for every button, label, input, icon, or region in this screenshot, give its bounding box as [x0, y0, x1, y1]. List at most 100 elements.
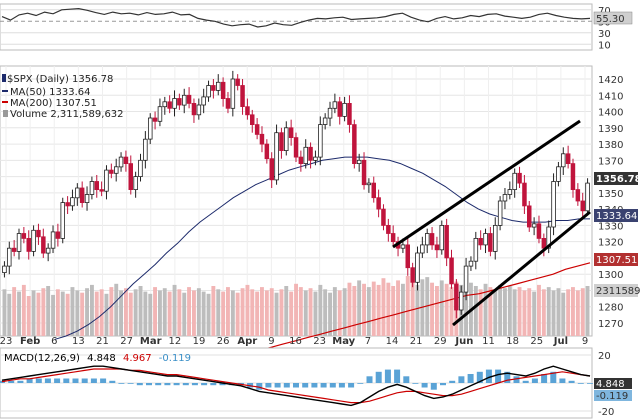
- rsi-line: [1, 7, 591, 28]
- macd-legend-macd: 4.848: [87, 353, 116, 364]
- volume-bar: [342, 288, 347, 336]
- candle: [99, 189, 104, 192]
- volume-bar: [478, 289, 483, 336]
- volume-bar: [226, 287, 230, 336]
- macd-histogram-bar: [302, 383, 309, 388]
- x-axis-label: 21: [410, 336, 423, 347]
- x-axis-label: 6: [51, 336, 57, 347]
- rsi-last-value: 55.30: [596, 14, 625, 25]
- macd-histogram-bar: [485, 369, 492, 383]
- candle: [497, 200, 503, 226]
- candle: [206, 85, 211, 98]
- macd-hist-last-box: -0.119: [596, 391, 628, 402]
- candle: [75, 187, 80, 199]
- candle: [478, 237, 483, 246]
- candle: [274, 132, 279, 181]
- volume-bar: [566, 289, 571, 336]
- ma200-value-box: 1307.51: [596, 255, 637, 266]
- volume-bar: [94, 291, 99, 336]
- volume-bar: [114, 283, 119, 336]
- candle: [259, 133, 265, 145]
- volume-bar: [255, 291, 260, 336]
- volume-bar: [51, 294, 55, 336]
- volume-bar: [308, 288, 313, 336]
- macd-histogram-bar: [430, 383, 437, 390]
- candle: [565, 153, 571, 165]
- x-axis-label: 23: [313, 336, 326, 347]
- volume-bar: [318, 284, 323, 336]
- candle: [415, 252, 420, 283]
- price-tick-label: 1410: [598, 91, 623, 102]
- macd-histogram-bar: [274, 383, 281, 388]
- candle: [303, 146, 308, 165]
- volume-bar: [206, 293, 211, 336]
- x-axis-label: 18: [506, 336, 519, 347]
- candle: [26, 237, 31, 252]
- macd-histogram-bar: [375, 371, 382, 383]
- x-axis-label: Apr: [237, 336, 257, 347]
- macd-histogram-bar: [559, 378, 566, 383]
- volume-bar: [449, 287, 454, 336]
- candle: [580, 200, 586, 212]
- volume-bar: [371, 281, 376, 336]
- candle: [492, 224, 498, 252]
- candle: [347, 103, 352, 125]
- candle: [162, 101, 167, 108]
- volume-bar: [12, 287, 17, 336]
- macd-histogram-bar: [587, 383, 593, 384]
- volume-bar: [289, 291, 294, 336]
- volume-bar: [119, 290, 123, 336]
- volume-bar: [405, 276, 410, 336]
- volume-bar: [264, 290, 269, 336]
- volume-bar: [201, 291, 206, 336]
- candle: [167, 101, 172, 109]
- candle: [123, 156, 129, 165]
- x-axis-label: 9: [582, 336, 588, 347]
- volume-bar: [124, 288, 128, 336]
- candle: [361, 159, 367, 186]
- candle: [89, 181, 95, 195]
- volume-bar: [425, 277, 430, 336]
- x-axis-label: 16: [289, 336, 302, 347]
- candle: [118, 156, 124, 168]
- macd-histogram-bar: [541, 374, 548, 383]
- candle: [327, 107, 333, 119]
- price-tick-label: 1350: [598, 189, 623, 200]
- candle: [449, 257, 454, 285]
- macd-histogram-bar: [182, 383, 189, 386]
- macd-histogram-bar: [467, 374, 474, 383]
- candle: [410, 267, 415, 283]
- volume-bar: [196, 288, 201, 336]
- x-axis-label: 11: [482, 336, 495, 347]
- candle: [201, 96, 206, 106]
- candle: [245, 106, 250, 116]
- candle: [405, 244, 410, 269]
- volume-bar: [546, 287, 551, 336]
- volume-bar: [31, 290, 36, 336]
- volume-bar: [532, 291, 537, 336]
- volume-bar: [55, 289, 60, 336]
- macd-histogram-bar: [155, 383, 162, 386]
- macd-histogram-bar: [118, 383, 125, 384]
- candle: [434, 244, 440, 251]
- volume-bar: [444, 283, 449, 336]
- candle: [444, 224, 449, 259]
- macd-histogram-bar: [26, 378, 33, 383]
- last-price-box: 1356.78: [596, 174, 640, 185]
- candle: [293, 137, 299, 158]
- volume-bar: [99, 289, 104, 336]
- macd-histogram-bar: [476, 371, 483, 383]
- candle: [288, 127, 294, 139]
- candle: [283, 127, 289, 152]
- candle: [507, 189, 513, 195]
- candle: [468, 260, 474, 267]
- volume-bar: [17, 291, 21, 336]
- macd-histogram-bar: [421, 383, 428, 388]
- candle: [31, 229, 36, 252]
- candle: [128, 163, 133, 191]
- price-tick-label: 1320: [598, 238, 623, 249]
- candle: [21, 233, 27, 239]
- candle: [429, 233, 435, 246]
- x-axis-label: Mar: [140, 336, 162, 347]
- candle: [561, 153, 566, 168]
